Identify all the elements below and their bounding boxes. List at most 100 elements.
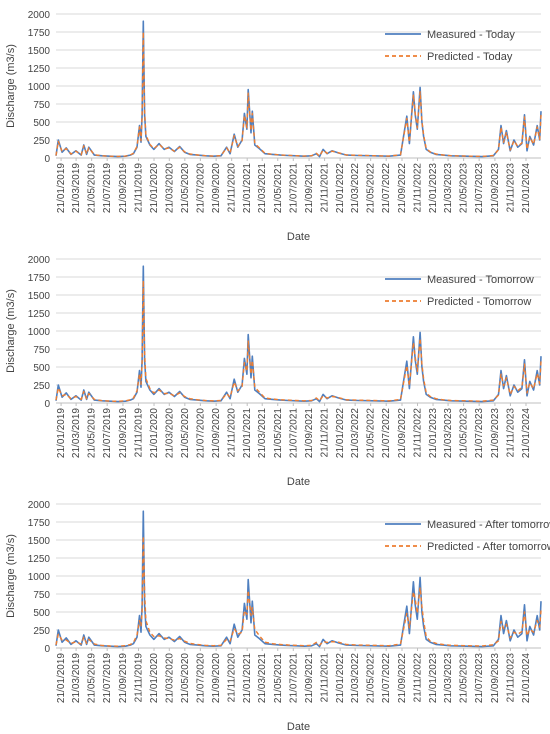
legend-label-measured: Measured - Today [427, 29, 515, 41]
y-tick-label: 500 [33, 363, 50, 374]
y-tick-label: 750 [33, 590, 50, 601]
series-line-predicted [55, 279, 542, 403]
series-line-measured [55, 20, 542, 158]
y-tick-label: 1750 [28, 518, 51, 529]
x-tick-label: 21/09/2020 [211, 163, 222, 213]
x-tick-label: 21/07/2019 [102, 408, 113, 458]
x-tick-label: 21/03/2019 [71, 408, 82, 458]
x-tick-label: 21/03/2021 [257, 163, 268, 213]
x-tick-label: 21/11/2022 [413, 408, 424, 458]
x-tick-label: 21/07/2021 [288, 408, 299, 458]
x-tick-label: 21/11/2023 [505, 408, 516, 458]
x-tick-label: 21/05/2023 [459, 408, 470, 458]
x-tick-label: 21/03/2023 [443, 653, 454, 703]
x-tick-label: 21/03/2021 [257, 408, 268, 458]
x-tick-label: 21/01/2019 [56, 653, 67, 703]
x-tick-label: 21/01/2022 [335, 163, 346, 213]
x-tick-label: 21/01/2020 [149, 408, 160, 458]
legend-label-predicted: Predicted - Today [427, 51, 513, 63]
x-tick-label: 21/03/2023 [443, 163, 454, 213]
y-tick-label: 2000 [28, 10, 51, 21]
x-tick-label: 21/09/2023 [490, 408, 501, 458]
x-tick-label: 21/09/2022 [397, 653, 408, 703]
x-tick-label: 21/03/2019 [71, 653, 82, 703]
y-tick-label: 500 [33, 608, 50, 619]
x-tick-label: 21/09/2022 [397, 163, 408, 213]
x-tick-label: 21/07/2020 [195, 408, 206, 458]
y-tick-label: 1000 [28, 572, 51, 583]
legend-label-measured: Measured - After tomorrow [427, 519, 550, 531]
x-tick-label: 21/01/2024 [521, 408, 532, 458]
x-tick-label: 21/01/2020 [149, 653, 160, 703]
y-tick-label: 0 [44, 154, 50, 165]
x-tick-label: 21/01/2021 [242, 653, 253, 703]
x-tick-label: 21/05/2022 [366, 408, 377, 458]
y-axis-title: Discharge (m3/s) [5, 534, 17, 618]
x-tick-label: 21/11/2019 [133, 408, 144, 458]
series-line-predicted [55, 31, 542, 158]
x-tick-label: 21/07/2021 [288, 653, 299, 703]
x-tick-label: 21/11/2021 [320, 653, 331, 703]
x-tick-label: 21/03/2019 [71, 163, 82, 213]
legend-label-predicted: Predicted - Tomorrow [427, 296, 531, 308]
x-tick-label: 21/01/2023 [428, 163, 439, 213]
x-tick-label: 21/05/2023 [459, 653, 470, 703]
y-tick-label: 750 [33, 100, 50, 111]
y-axis-title: Discharge (m3/s) [5, 289, 17, 373]
x-tick-label: 21/05/2019 [87, 653, 98, 703]
x-tick-label: 21/01/2022 [335, 653, 346, 703]
x-tick-label: 21/05/2020 [180, 653, 191, 703]
x-tick-label: 21/11/2020 [227, 163, 238, 213]
y-tick-label: 0 [44, 399, 50, 410]
chart-after-tomorrow: 0 250 500 750 1000 1250 1500 1750 2000 21/01/2019… [5, 500, 550, 733]
y-tick-label: 250 [33, 626, 50, 637]
x-tick-label: 21/01/2023 [428, 653, 439, 703]
x-tick-label: 21/09/2021 [304, 408, 315, 458]
x-tick-label: 21/07/2022 [381, 163, 392, 213]
x-tick-label: 21/03/2021 [257, 653, 268, 703]
y-tick-label: 1250 [28, 64, 51, 75]
y-tick-label: 250 [33, 136, 50, 147]
x-tick-label: 21/11/2023 [505, 653, 516, 703]
x-tick-label: 21/05/2021 [273, 653, 284, 703]
x-tick-label: 21/11/2019 [133, 163, 144, 213]
x-tick-label: 21/09/2021 [304, 163, 315, 213]
x-tick-label: 21/11/2021 [320, 408, 331, 458]
x-tick-label: 21/05/2020 [180, 408, 191, 458]
y-axis-title: Discharge (m3/s) [5, 44, 17, 128]
x-tick-label: 21/05/2021 [273, 408, 284, 458]
x-tick-label: 21/07/2021 [288, 163, 299, 213]
x-tick-label: 21/01/2019 [56, 163, 67, 213]
x-tick-label: 21/11/2022 [413, 653, 424, 703]
y-tick-label: 1500 [28, 46, 51, 57]
x-tick-label: 21/11/2020 [227, 408, 238, 458]
x-tick-label: 21/07/2022 [381, 653, 392, 703]
y-tick-label: 1750 [28, 28, 51, 39]
x-tick-label: 21/07/2023 [474, 408, 485, 458]
x-tick-label: 21/11/2020 [227, 653, 238, 703]
x-tick-label: 21/07/2020 [195, 163, 206, 213]
x-tick-label: 21/09/2022 [397, 408, 408, 458]
x-tick-label: 21/09/2023 [490, 163, 501, 213]
y-tick-label: 1250 [28, 554, 51, 565]
y-tick-label: 2000 [28, 255, 51, 266]
y-tick-label: 1500 [28, 291, 51, 302]
series-line-predicted [55, 535, 542, 647]
x-tick-label: 21/07/2023 [474, 163, 485, 213]
x-tick-label: 21/05/2022 [366, 653, 377, 703]
y-tick-label: 250 [33, 381, 50, 392]
y-tick-label: 1500 [28, 536, 51, 547]
x-tick-label: 21/03/2022 [350, 408, 361, 458]
x-tick-label: 21/09/2019 [118, 653, 129, 703]
x-tick-label: 21/01/2020 [149, 163, 160, 213]
x-tick-label: 21/03/2020 [164, 163, 175, 213]
y-tick-label: 1750 [28, 273, 51, 284]
x-tick-label: 21/09/2023 [490, 653, 501, 703]
x-tick-label: 21/07/2019 [102, 163, 113, 213]
x-axis-title: Date [287, 721, 310, 733]
y-tick-label: 0 [44, 644, 50, 655]
y-tick-label: 1000 [28, 82, 51, 93]
x-tick-label: 21/01/2021 [242, 163, 253, 213]
x-tick-label: 21/01/2024 [521, 653, 532, 703]
